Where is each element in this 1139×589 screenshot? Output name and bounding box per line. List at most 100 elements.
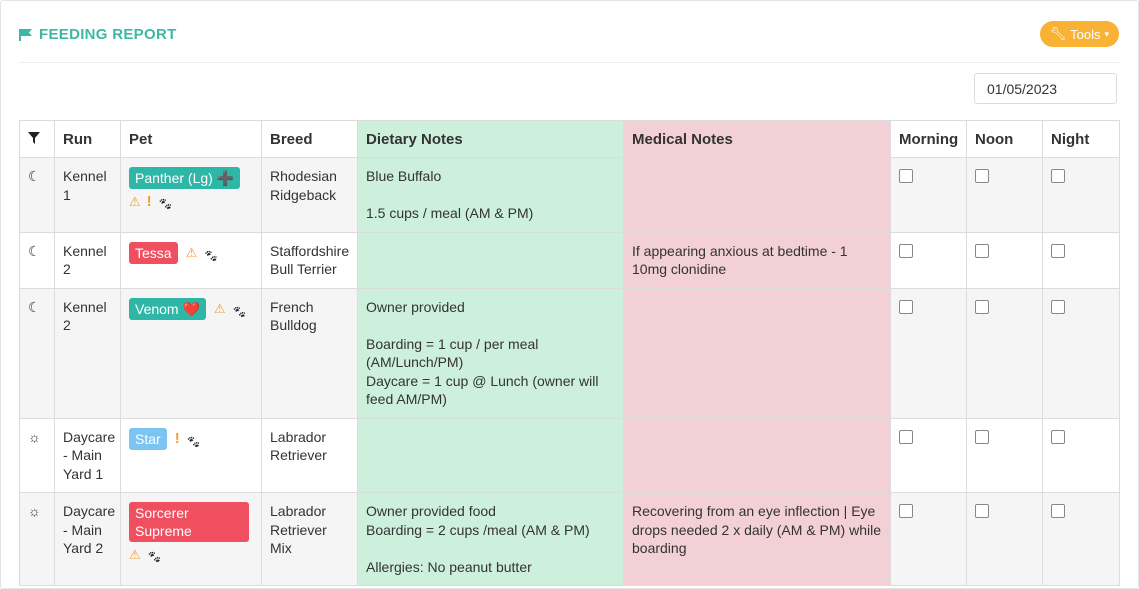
dietary-note-line	[366, 316, 615, 335]
morning-checkbox[interactable]	[899, 243, 913, 258]
tools-button[interactable]: 🔧︎ Tools ▾	[1039, 21, 1119, 47]
exclamation-icon[interactable]: !	[146, 193, 152, 210]
night-checkbox[interactable]	[1051, 169, 1065, 183]
filter-icon[interactable]	[28, 131, 40, 144]
dietary-note-line	[366, 539, 615, 558]
feeding-noon-cell	[966, 231, 1043, 289]
morning-checkbox[interactable]	[899, 169, 913, 183]
feeding-noon-cell	[966, 492, 1043, 586]
exclamation-icon[interactable]: !	[174, 430, 180, 448]
noon-checkbox[interactable]	[975, 429, 989, 444]
dietary-notes-cell: Owner provided Boarding = 1 cup / per me…	[357, 287, 624, 419]
paw-icon[interactable]: 🐾︎	[185, 434, 201, 449]
run-cell: Kennel 2	[54, 231, 121, 289]
moon-icon: ☾	[28, 168, 41, 184]
pet-icons: ⚠︎ 🐾︎	[214, 300, 248, 319]
feeding-morning-cell	[890, 287, 967, 419]
morning-checkbox[interactable]	[899, 504, 913, 518]
pet-icons: ⚠︎! 🐾︎	[129, 193, 174, 212]
page-title: FEEDING REPORT	[19, 26, 177, 43]
paw-icon[interactable]: 🐾︎	[157, 197, 173, 212]
dietary-notes-cell	[357, 417, 624, 493]
header-divider	[19, 62, 1119, 63]
column-header-pet: Pet	[120, 120, 262, 158]
feeding-table: Run Pet Breed Dietary Notes Medical Note…	[19, 120, 1120, 586]
noon-checkbox[interactable]	[975, 504, 989, 518]
medical-notes-cell	[623, 287, 891, 419]
morning-checkbox[interactable]	[899, 299, 913, 314]
dietary-note-line: Daycare = 1 cup @ Lunch (owner will feed…	[366, 372, 599, 408]
dietary-note-line	[366, 186, 615, 205]
pet-icons-row: ⚠︎ 🐾︎	[129, 544, 253, 565]
dietary-notes-cell	[357, 231, 624, 289]
pet-name-tag[interactable]: Star	[129, 427, 167, 450]
warning-icon[interactable]: ⚠︎	[129, 194, 141, 209]
table-row: ☾ Kennel 2 Tessa ⚠︎ 🐾︎ Staffordshire Bull Ter…	[19, 231, 1120, 289]
run-cell: Daycare - Main Yard 1	[54, 417, 121, 493]
feeding-night-cell	[1042, 417, 1120, 493]
pet-name-tag[interactable]: Tessa	[129, 241, 178, 264]
dietary-note-line: Boarding = 2 cups /meal (AM & PM)	[366, 521, 590, 538]
pet-name-tag[interactable]: Sorcerer Supreme	[129, 502, 249, 542]
moon-icon: ☾	[28, 242, 41, 259]
dietary-note-line: Blue Buffalo	[366, 168, 442, 184]
run-cell: Kennel 1	[54, 157, 121, 233]
column-header-dietary-notes: Dietary Notes	[357, 120, 624, 158]
breed-cell: Labrador Retriever Mix	[261, 492, 358, 586]
column-header-morning: Morning	[890, 120, 967, 158]
pet-icons: ⚠︎ 🐾︎	[186, 244, 220, 263]
column-header-noon: Noon	[966, 120, 1043, 158]
pet-name-tag[interactable]: Venom ❤️	[129, 297, 206, 320]
noon-checkbox[interactable]	[975, 299, 989, 314]
dietary-note-line: Boarding = 1 cup / per meal (AM/Lunch/PM…	[366, 335, 539, 371]
row-state-cell: ☼	[19, 492, 55, 586]
feeding-morning-cell	[890, 157, 967, 233]
table-row: ☾ Kennel 2 Venom ❤️ ⚠︎ 🐾︎ French Bulldog Owner…	[19, 287, 1120, 419]
table-row: ☼ Daycare - Main Yard 2 Sorcerer Supreme ⚠︎…	[19, 492, 1120, 586]
feeding-morning-cell	[890, 492, 967, 586]
night-checkbox[interactable]	[1051, 504, 1065, 518]
pet-name-tag[interactable]: Panther (Lg) ➕	[129, 167, 241, 189]
noon-checkbox[interactable]	[975, 243, 989, 258]
warning-icon[interactable]: ⚠︎	[129, 547, 141, 562]
feeding-night-cell	[1042, 231, 1120, 289]
pet-icons: ⚠︎ 🐾︎	[129, 546, 163, 565]
pet-icons: ! 🐾︎	[175, 430, 202, 449]
page-title-text: FEEDING REPORT	[39, 26, 177, 43]
feeding-morning-cell	[890, 417, 967, 493]
pet-cell: Sorcerer Supreme ⚠︎ 🐾︎	[120, 492, 262, 586]
chevron-down-icon: ▾	[1104, 28, 1109, 39]
medical-notes-cell: Recovering from an eye inflection | Eye …	[623, 492, 891, 586]
feeding-noon-cell	[966, 157, 1043, 233]
night-checkbox[interactable]	[1051, 243, 1065, 258]
pet-line: Venom ❤️ ⚠︎ 🐾︎	[129, 297, 253, 320]
warning-icon[interactable]: ⚠︎	[185, 245, 198, 261]
filter-header[interactable]	[19, 120, 55, 158]
date-input[interactable]	[974, 73, 1117, 104]
run-cell: Kennel 2	[54, 287, 121, 419]
warning-icon[interactable]: ⚠︎	[213, 301, 226, 317]
paw-icon[interactable]: 🐾︎	[203, 248, 219, 263]
breed-cell: Labrador Retriever	[261, 417, 358, 493]
feeding-night-cell	[1042, 287, 1120, 419]
pet-icons-row: ⚠︎! 🐾︎	[129, 191, 253, 212]
sun-icon: ☼	[28, 428, 41, 445]
column-header-medical-notes: Medical Notes	[623, 120, 891, 158]
column-header-night: Night	[1042, 120, 1120, 158]
feeding-noon-cell	[966, 417, 1043, 493]
report-header: FEEDING REPORT 🔧︎ Tools ▾	[19, 21, 1119, 61]
pet-cell: Star! 🐾︎	[120, 417, 262, 493]
night-checkbox[interactable]	[1051, 429, 1065, 444]
paw-icon[interactable]: 🐾︎	[231, 304, 247, 319]
paw-icon[interactable]: 🐾︎	[146, 550, 162, 565]
pet-cell: Venom ❤️ ⚠︎ 🐾︎	[120, 287, 262, 419]
pet-line: Sorcerer Supreme	[129, 502, 253, 542]
noon-checkbox[interactable]	[975, 169, 989, 183]
morning-checkbox[interactable]	[899, 429, 913, 444]
breed-cell: Rhodesian Ridgeback	[261, 157, 358, 233]
pet-line: Tessa ⚠︎ 🐾︎	[129, 241, 253, 264]
medical-notes-cell: If appearing anxious at bedtime - 1 10mg…	[623, 231, 891, 289]
medical-notes-cell	[623, 417, 891, 493]
night-checkbox[interactable]	[1051, 299, 1065, 314]
row-state-cell: ☾	[19, 287, 55, 419]
